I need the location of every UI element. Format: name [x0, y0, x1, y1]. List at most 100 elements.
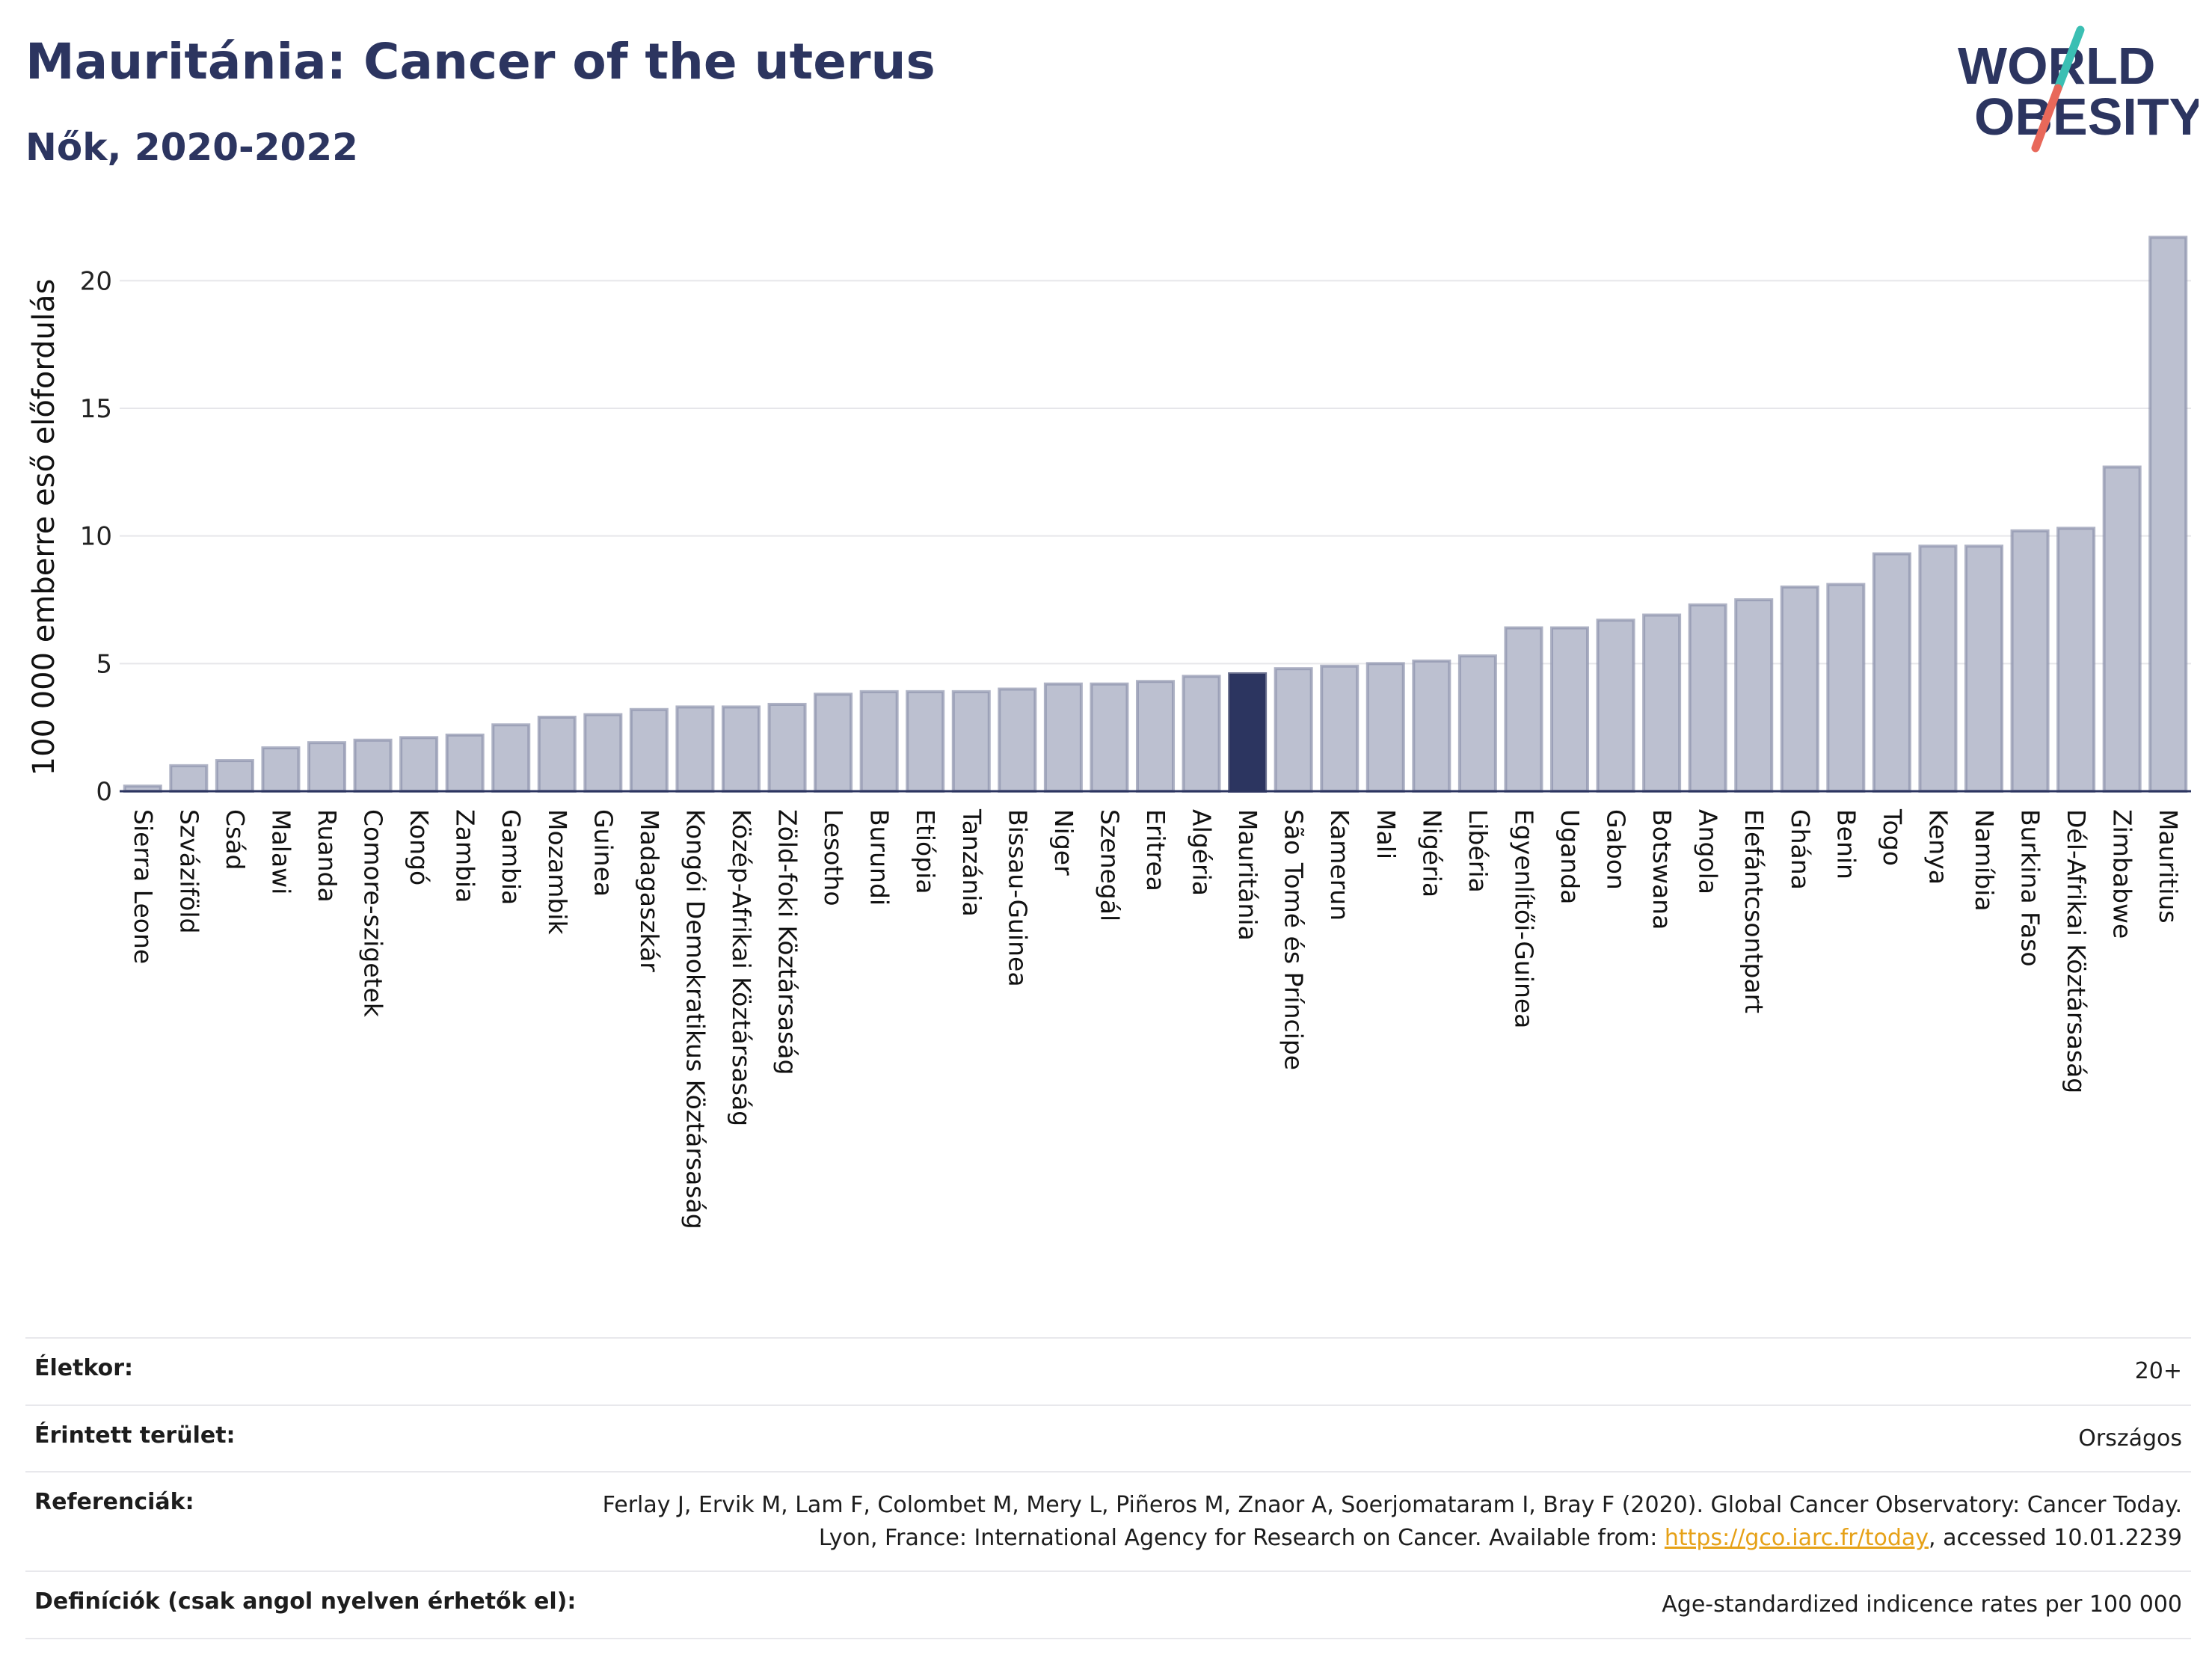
reference-accessed: , accessed 10.01.2239: [1929, 1524, 2182, 1551]
info-row-definitions: Definíciók (csak angol nyelven érhetők e…: [25, 1570, 2191, 1639]
page-title: Mauritánia: Cancer of the uterus: [25, 33, 936, 90]
info-row-age: Életkor: 20+: [25, 1337, 2191, 1404]
bar: [1182, 675, 1221, 793]
x-tick-label: Ghána: [1786, 809, 1815, 890]
bar: [491, 723, 531, 793]
bar: [859, 690, 899, 793]
x-tick-label: Kongói Demokratikus Köztársaság: [681, 809, 710, 1229]
reference-text: Ferlay J, Ervik M, Lam F, Colombet M, Me…: [602, 1492, 2182, 1551]
x-tick-label: Mauritius: [2154, 809, 2183, 924]
y-tick-label: 20: [80, 266, 112, 296]
logo-slash-bottom: [2031, 84, 2062, 153]
x-tick-label: Burundi: [865, 809, 894, 906]
info-label-definitions: Definíciók (csak angol nyelven érhetők e…: [34, 1588, 577, 1615]
bar: [1274, 667, 1313, 793]
info-value-references: Ferlay J, Ervik M, Lam F, Colombet M, Me…: [574, 1489, 2182, 1554]
bar: [1688, 603, 1727, 793]
reference-link[interactable]: https://gco.iarc.fr/today: [1664, 1524, 1929, 1551]
x-tick-label: Ruanda: [313, 809, 342, 903]
bar: [1320, 664, 1360, 793]
x-tick-label: Tanzánia: [957, 808, 986, 917]
x-tick-label: Angola: [1694, 809, 1723, 894]
x-tick-label: Mozambik: [543, 809, 572, 935]
bar: [2010, 529, 2050, 793]
axes: 0 5 10 15 20 Sierra Leone Szváziföld Csád Malawi…: [80, 266, 2191, 1229]
bar: [1135, 680, 1176, 793]
bar: [169, 764, 209, 793]
x-tick-label: Eritrea: [1141, 809, 1170, 891]
x-tick-label: Zöld-foki Köztársaság: [773, 809, 802, 1075]
x-tick-label: Kenya: [1923, 809, 1953, 885]
x-tick-label: Bissau-Guinea: [1003, 809, 1032, 987]
y-tick-label: 10: [80, 522, 112, 552]
x-tick-label: Gabon: [1602, 809, 1631, 890]
bar: [399, 736, 439, 793]
x-tick-label: Kongó: [405, 809, 434, 885]
info-label-area: Érintett terület:: [34, 1422, 236, 1449]
x-tick-label: Zambia: [451, 809, 480, 903]
x-tick-label: Szváziföld: [174, 809, 203, 933]
bar: [2056, 526, 2096, 793]
bar: [1734, 598, 1774, 793]
info-row-area: Érintett terület: Országos: [25, 1404, 2191, 1472]
bar: [1826, 583, 1866, 793]
bar: [1228, 672, 1268, 793]
x-tick-label: Benin: [1831, 809, 1861, 879]
page-subtitle: Nők, 2020-2022: [25, 126, 358, 169]
bar: [1918, 544, 1958, 793]
x-tick-label: Sierra Leone: [129, 809, 158, 964]
x-tick-label: Lesotho: [819, 809, 848, 906]
bar: [1642, 613, 1682, 793]
bar: [1365, 662, 1405, 793]
x-tick-label: Niger: [1049, 809, 1078, 876]
bar: [629, 707, 669, 793]
bar: [814, 693, 853, 793]
x-tick-label: Togo: [1878, 808, 1907, 866]
x-tick-label: Közép-Afrikai Köztársaság: [727, 809, 756, 1126]
info-value-age: 20+: [2134, 1358, 2182, 1384]
bar-chart: 0 5 10 15 20 Sierra Leone Szváziföld Csád Malawi…: [27, 236, 2191, 1229]
info-value-definitions: Age-standardized indicence rates per 100…: [1662, 1591, 2182, 1618]
bar: [2148, 236, 2188, 793]
x-tick-label: Mali: [1371, 809, 1401, 859]
y-axis-label: 100 000 emberre eső előfordulás: [27, 279, 61, 776]
x-tick-label: Etiópia: [911, 809, 940, 894]
x-tick-label: Nigéria: [1417, 809, 1446, 897]
x-tick-label: Burkina Faso: [2016, 809, 2045, 967]
bar: [675, 705, 715, 793]
x-tick-label: Uganda: [1555, 809, 1585, 904]
bar: [1964, 544, 2004, 793]
info-value-area: Országos: [2078, 1425, 2182, 1452]
x-tick-label: Egyenlítői-Guinea: [1509, 809, 1538, 1028]
x-tick-label: Malawi: [266, 809, 295, 894]
bar: [1504, 626, 1543, 793]
bar: [1596, 618, 1635, 793]
x-tick-label: Zimbabwe: [2108, 809, 2137, 939]
x-tick-label: Namíbia: [1970, 809, 1999, 912]
bar: [721, 705, 761, 793]
bar: [583, 713, 623, 793]
y-tick-label: 0: [96, 777, 112, 807]
bar: [307, 741, 347, 793]
x-tick-label: Algéria: [1188, 809, 1217, 896]
bar: [1412, 659, 1451, 793]
bar: [2102, 465, 2142, 793]
x-tick-label: Guinea: [589, 809, 618, 897]
info-label-age: Életkor:: [34, 1355, 134, 1381]
x-tick-label: Botswana: [1647, 809, 1677, 930]
bar: [1780, 585, 1819, 793]
info-row-references: Referenciák: Ferlay J, Ervik M, Lam F, C…: [25, 1471, 2191, 1570]
x-tick-label: Szenegál: [1095, 809, 1124, 921]
bar: [1549, 626, 1590, 793]
logo-line2: OBESITY: [1974, 87, 2199, 146]
bars: [123, 236, 2188, 793]
bar: [906, 690, 945, 793]
bar: [998, 687, 1037, 793]
bar: [261, 746, 301, 793]
bar: [445, 733, 485, 793]
x-tick-label: Dél-Afrikai Köztársaság: [2062, 809, 2091, 1093]
x-tick-label: Madagaszkár: [635, 809, 664, 972]
x-tick-label: Elefántcsontpart: [1739, 809, 1769, 1013]
x-tick-label: São Tomé és Príncipe: [1279, 809, 1309, 1070]
bar: [767, 702, 807, 793]
